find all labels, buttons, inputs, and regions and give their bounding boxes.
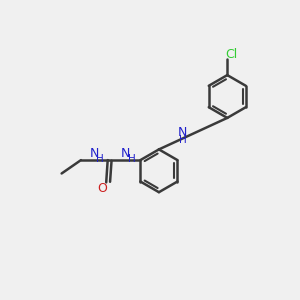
Text: N: N bbox=[121, 147, 130, 160]
Text: N: N bbox=[178, 126, 188, 139]
Text: N: N bbox=[90, 147, 99, 160]
Text: H: H bbox=[128, 154, 135, 164]
Text: Cl: Cl bbox=[226, 48, 238, 61]
Text: O: O bbox=[97, 182, 107, 195]
Text: H: H bbox=[179, 135, 187, 145]
Text: H: H bbox=[96, 154, 104, 164]
